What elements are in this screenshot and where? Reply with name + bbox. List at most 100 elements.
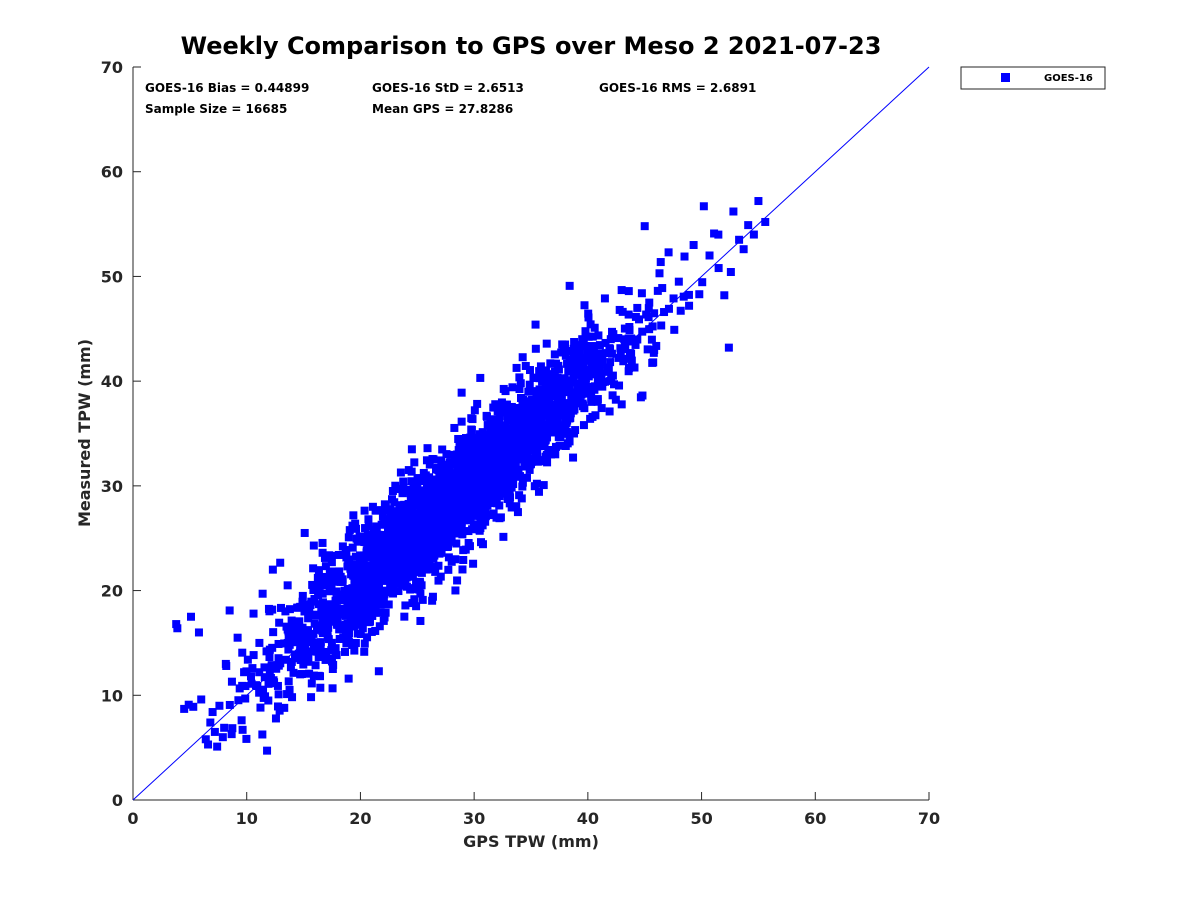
data-point <box>600 294 609 303</box>
density-point <box>381 567 390 576</box>
density-point <box>495 501 504 510</box>
density-point <box>476 457 485 466</box>
density-point <box>617 286 626 295</box>
data-point <box>206 718 215 727</box>
density-point <box>343 619 352 628</box>
data-point <box>660 308 669 317</box>
density-point <box>350 593 359 602</box>
density-point <box>332 651 341 660</box>
density-point <box>584 309 593 318</box>
density-point <box>421 487 430 496</box>
density-point <box>340 586 349 595</box>
density-point <box>285 685 294 694</box>
density-point <box>518 353 527 362</box>
density-point <box>409 584 418 593</box>
density-point <box>465 542 474 551</box>
density-point <box>532 479 541 488</box>
density-point <box>328 664 337 673</box>
density-point <box>584 372 593 381</box>
data-point <box>243 655 252 664</box>
x-tick-label: 60 <box>804 809 826 828</box>
density-point <box>559 411 568 420</box>
y-tick-label: 0 <box>112 791 123 810</box>
density-point <box>554 388 563 397</box>
density-point <box>461 470 470 479</box>
density-point <box>284 645 293 654</box>
density-point <box>335 634 344 643</box>
density-point <box>569 358 578 367</box>
density-point <box>327 558 336 567</box>
density-point <box>565 355 574 364</box>
stat-std: GOES-16 StD = 2.6513 <box>372 81 524 95</box>
data-point <box>630 363 639 372</box>
density-point <box>603 367 612 376</box>
density-point <box>491 423 500 432</box>
density-point <box>476 475 485 484</box>
density-point <box>402 582 411 591</box>
density-point <box>586 320 595 329</box>
density-point <box>511 410 520 419</box>
density-point <box>633 335 642 344</box>
density-point <box>361 568 370 577</box>
density-point <box>649 358 658 367</box>
data-point <box>186 612 195 621</box>
x-axis-label: GPS TPW (mm) <box>463 832 599 851</box>
density-point <box>321 655 330 664</box>
data-point <box>378 589 387 598</box>
density-point <box>329 616 338 625</box>
density-point <box>228 724 237 733</box>
density-point <box>601 338 610 347</box>
density-point <box>350 618 359 627</box>
density-point <box>322 649 331 658</box>
density-point <box>441 521 450 530</box>
density-point <box>559 347 568 356</box>
density-point <box>348 561 357 570</box>
density-point <box>425 527 434 536</box>
density-point <box>458 530 467 539</box>
density-point <box>298 597 307 606</box>
density-point <box>466 514 475 523</box>
density-point <box>416 589 425 598</box>
density-point <box>458 452 467 461</box>
density-point <box>281 607 290 616</box>
density-point <box>290 638 299 647</box>
density-point <box>548 375 557 384</box>
density-point <box>541 366 550 375</box>
data-point <box>249 609 258 618</box>
density-point <box>361 524 370 533</box>
data-point <box>173 624 182 633</box>
density-point <box>321 562 330 571</box>
density-point <box>296 655 305 664</box>
data-point <box>227 677 236 686</box>
x-tick-label: 20 <box>349 809 371 828</box>
data-point <box>714 264 723 273</box>
density-point <box>423 550 432 559</box>
density-point <box>464 527 473 536</box>
density-point <box>238 648 247 657</box>
density-point <box>367 566 376 575</box>
density-point <box>289 632 298 641</box>
density-point <box>423 509 432 518</box>
density-point <box>391 547 400 556</box>
density-point <box>437 525 446 534</box>
density-point <box>524 387 533 396</box>
data-point <box>213 742 222 751</box>
density-point <box>505 499 514 508</box>
density-point <box>417 581 426 590</box>
density-point <box>560 378 569 387</box>
data-point <box>222 661 231 670</box>
density-point <box>435 549 444 558</box>
density-point <box>391 562 400 571</box>
data-point <box>442 513 451 522</box>
density-point <box>422 565 431 574</box>
density-point <box>284 677 293 686</box>
density-point <box>467 425 476 434</box>
density-point <box>550 385 559 394</box>
density-point <box>428 552 437 561</box>
data-point <box>358 603 367 612</box>
density-point <box>549 423 558 432</box>
density-point <box>583 356 592 365</box>
density-point <box>551 359 560 368</box>
density-point <box>429 547 438 556</box>
data-point <box>467 509 476 518</box>
